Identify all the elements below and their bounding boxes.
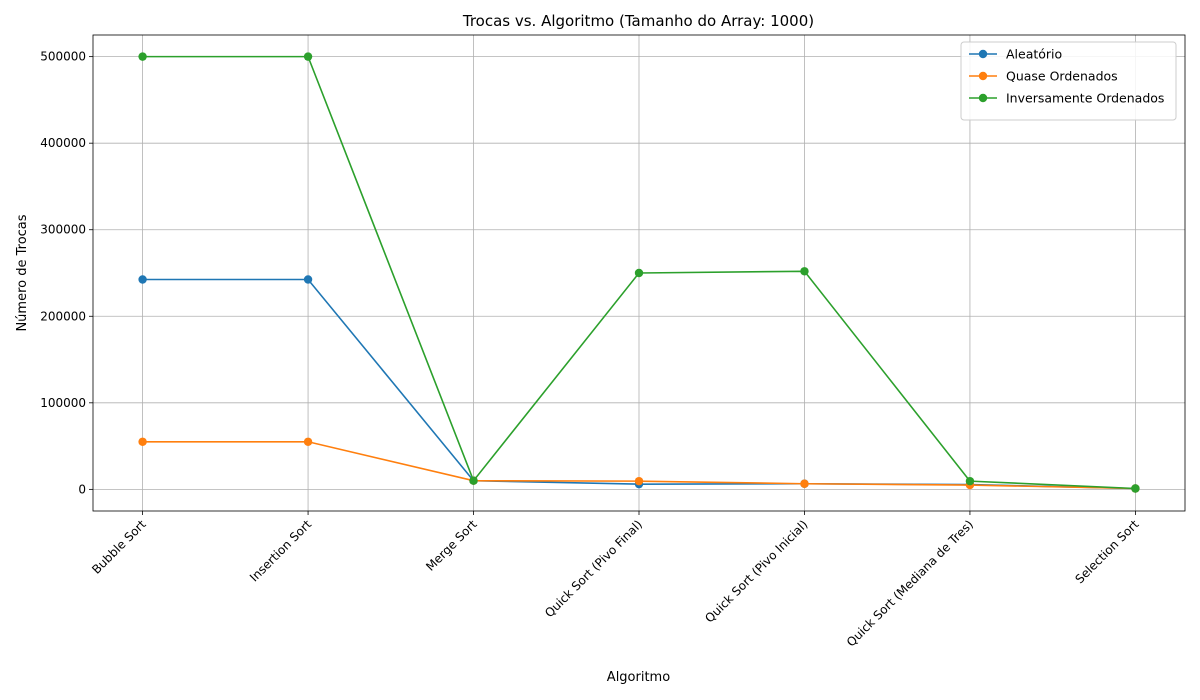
data-point [303, 275, 313, 284]
data-point [1131, 484, 1140, 493]
x-tick-label: Merge Sort [423, 517, 480, 574]
legend-marker [978, 71, 988, 81]
data-point [138, 275, 147, 284]
y-tick-label: 100000 [40, 396, 86, 410]
data-point [634, 268, 644, 278]
x-tick-label: Quick Sort (Pivo Final) [542, 517, 645, 620]
x-tick-label: Insertion Sort [247, 517, 314, 584]
legend-label: Aleatório [1006, 47, 1062, 62]
x-tick-label: Quick Sort (Pivo Inicial) [702, 517, 810, 625]
data-point [800, 479, 809, 488]
legend-marker [978, 93, 988, 103]
x-axis-label: Algoritmo [607, 670, 670, 685]
y-tick-label: 300000 [40, 223, 86, 237]
x-tick-label: Selection Sort [1072, 517, 1141, 586]
data-point [965, 476, 975, 486]
y-tick-label: 500000 [40, 50, 86, 64]
data-point [303, 52, 313, 61]
chart-title: Trocas vs. Algoritmo (Tamanho do Array: … [462, 12, 814, 30]
x-axis-ticks: Bubble Sort Insertion Sort Merge Sort Quick… [89, 511, 1142, 649]
y-tick-label: 0 [78, 482, 86, 496]
data-point [634, 476, 644, 486]
legend-label: Quase Ordenados [1006, 69, 1118, 84]
x-tick-label: Quick Sort (Mediana de Tres) [844, 517, 976, 649]
legend-box [960, 41, 1177, 121]
x-tick-label: Bubble Sort [89, 517, 149, 577]
data-point [138, 437, 147, 446]
data-point [303, 437, 313, 446]
series-layer [138, 52, 1140, 493]
data-point [138, 52, 147, 61]
data-point [800, 267, 809, 276]
y-tick-label: 400000 [40, 136, 86, 150]
y-axis-ticks: 0 100000 200000 300000 400000 500000 [40, 50, 93, 496]
y-axis-label: Número de Trocas [15, 214, 30, 331]
legend: Aleatório Quase Ordenados Inversamente Ord… [960, 41, 1177, 121]
y-tick-label: 200000 [40, 309, 86, 323]
legend-label: Inversamente Ordenados [1006, 91, 1164, 106]
data-point [469, 476, 478, 485]
legend-marker [978, 49, 988, 59]
